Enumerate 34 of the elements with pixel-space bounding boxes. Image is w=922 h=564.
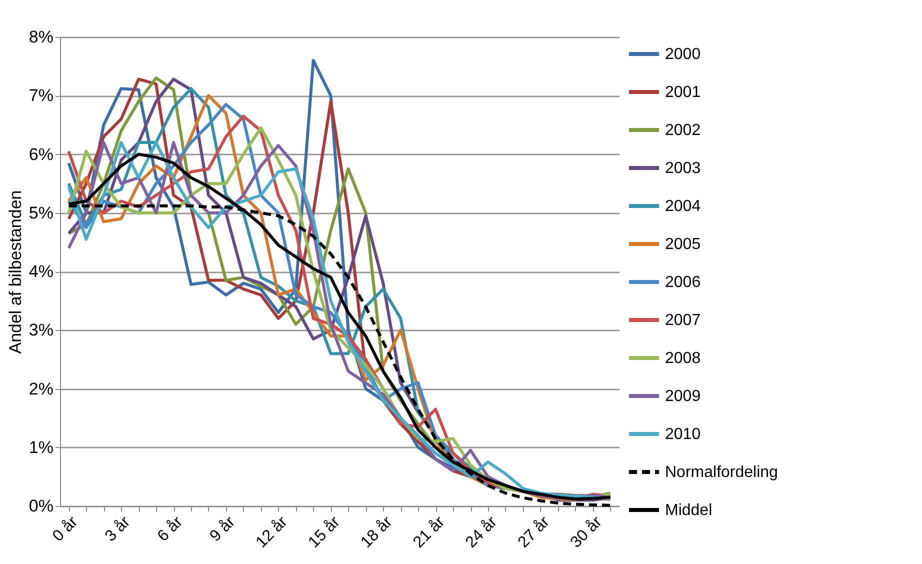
legend-label: 2003 [665, 160, 701, 177]
legend-label: 2004 [665, 198, 701, 215]
x-tick-label: 18 år [358, 513, 396, 552]
x-tick-label: 6 år [154, 513, 187, 546]
x-tick-label: 3 år [102, 513, 134, 546]
legend-label: 2006 [665, 274, 701, 291]
y-tick-label: 0% [28, 496, 54, 516]
x-tick-label: 27 år [515, 513, 554, 552]
x-tick-label: 24 år [462, 513, 501, 552]
y-tick-label: 4% [28, 262, 54, 281]
y-axis-title: Andel af bilbestanden [6, 190, 25, 354]
legend-label: 2009 [665, 388, 701, 405]
legend-label: Middel [665, 502, 712, 519]
legend-label: 2008 [665, 350, 701, 367]
legend-label: Normalfordeling [665, 464, 778, 481]
y-tick-label: 2% [28, 379, 54, 398]
x-tick-label: 0 år [50, 513, 82, 546]
legend-label: 2000 [665, 46, 701, 63]
y-tick-label: 7% [28, 86, 54, 106]
y-tick-label: 8% [28, 28, 54, 46]
y-tick-label: 1% [28, 438, 54, 457]
x-tick-label: 12 år [253, 513, 292, 552]
y-tick-label: 5% [28, 203, 54, 222]
x-tick-label: 15 år [305, 513, 344, 552]
y-tick-label: 6% [28, 144, 54, 164]
legend-label: 2007 [665, 312, 701, 329]
legend-label: 2001 [665, 84, 701, 101]
x-tick-label: 21 år [410, 513, 449, 552]
legend-label: 2002 [665, 122, 701, 139]
x-tick-label: 9 år [206, 513, 239, 546]
legend-label: 2005 [665, 236, 701, 253]
legend-label: 2010 [665, 426, 701, 443]
y-tick-label: 3% [28, 320, 54, 340]
x-tick-label: 30 år [568, 513, 606, 552]
